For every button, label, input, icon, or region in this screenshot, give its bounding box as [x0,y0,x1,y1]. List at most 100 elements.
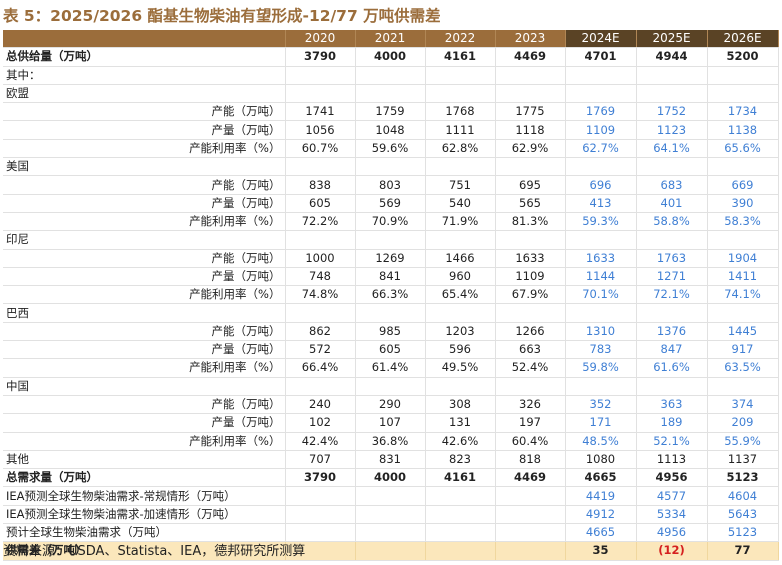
table-cell: 1734 [707,102,779,122]
table-cell: 803 [355,175,426,195]
table-cell: 1123 [636,120,708,140]
table-cell [425,523,496,543]
table-cell: 669 [707,175,779,195]
table-cell: 352 [565,395,637,415]
row-label: 产能利用率（%） [3,285,286,305]
table-cell [355,523,426,543]
table-cell [425,157,496,177]
table-title: 表 5：2025/2026 酯基生物柴油有望形成-12/77 万吨供需差 [3,7,441,25]
table-cell [707,84,779,104]
table-cell: 1138 [707,120,779,140]
row-label: 产能（万吨） [3,175,286,195]
table-cell [285,84,356,104]
row-label: 中国 [3,377,286,396]
table-cell: 783 [565,340,637,360]
table-row: 欧盟 [3,84,779,104]
row-label: 产量（万吨） [3,120,286,140]
table-cell: 62.9% [495,139,566,159]
table-cell: 401 [636,194,708,213]
table-cell: 917 [707,340,779,360]
table-cell [636,84,708,104]
source-note: 资料来源：USDA、Statista、IEA，德邦研究所测算 [3,544,306,559]
row-label: 产能利用率（%） [3,358,286,378]
table-cell [565,157,637,177]
table-cell: 569 [355,194,426,213]
table-cell: 1904 [707,249,779,268]
table-cell: 841 [355,267,426,287]
table-cell: 81.3% [495,212,566,232]
table-cell: 52.4% [495,358,566,378]
table-cell: 52.1% [636,432,708,451]
table-cell: 1310 [565,322,637,342]
table-row: 产能利用率（%） 72.2% 70.9% 71.9% 81.3% 59.3% 58.8% 58… [3,212,779,232]
table-cell: 413 [565,194,637,213]
row-label: 产量（万吨） [3,413,286,433]
table-cell: 605 [285,194,356,213]
table-cell: 71.9% [425,212,496,232]
table-cell: 831 [355,450,426,470]
table-cell: 67.9% [495,285,566,305]
table-cell [495,523,566,543]
table-cell: 4665 [565,468,637,488]
table-cell [707,157,779,177]
table-cell: 77 [707,541,779,561]
table-cell [636,303,708,323]
table-cell: 683 [636,175,708,195]
table-cell: 61.4% [355,358,426,378]
table-row: 产能利用率（%） 66.4% 61.4% 49.5% 52.4% 59.8% 61.6% 63… [3,358,779,378]
table-cell: 65.4% [425,285,496,305]
table-cell [285,377,356,396]
table-cell: 4912 [565,505,637,525]
table-cell [495,157,566,177]
row-label: 产能利用率（%） [3,139,286,159]
header-year: 2022 [425,30,496,49]
table-cell: 663 [495,340,566,360]
table-cell: 4161 [425,47,496,67]
header-year-forecast: 2024E [565,30,637,49]
table-cell: 62.8% [425,139,496,159]
table-cell: 4469 [495,468,566,488]
table-cell [707,377,779,396]
table-cell: 1080 [565,450,637,470]
table-cell: 1111 [425,120,496,140]
table-cell [636,157,708,177]
table-row: 产能（万吨） 1741 1759 1768 1775 1769 1752 1734 [3,102,779,122]
table-cell: 847 [636,340,708,360]
table-cell: 1376 [636,322,708,342]
row-label: 预计全球生物柴油需求（万吨） [3,523,286,543]
table-cell [355,541,426,561]
row-label: 巴西 [3,303,286,323]
table-cell: 363 [636,395,708,415]
table-cell [495,84,566,104]
table-cell: 1752 [636,102,708,122]
row-label: 产能（万吨） [3,395,286,415]
table-cell: 1633 [495,249,566,268]
row-label: 产能（万吨） [3,322,286,342]
table-cell [285,505,356,525]
table-cell [355,303,426,323]
table-row: 产能（万吨） 1000 1269 1466 1633 1633 1763 1904 [3,249,779,268]
table-cell [565,66,637,85]
table-cell [425,303,496,323]
table-cell: 59.8% [565,358,637,378]
table-cell: 1741 [285,102,356,122]
table-cell: 42.6% [425,432,496,451]
table-cell: 1109 [495,267,566,287]
table-cell: 1775 [495,102,566,122]
table-cell [565,377,637,396]
table-cell: 49.5% [425,358,496,378]
table-cell [425,66,496,85]
table-row: 美国 [3,157,779,177]
table-cell: 1763 [636,249,708,268]
table-cell [495,230,566,250]
table-cell: 605 [355,340,426,360]
table-cell [285,541,356,561]
table-row: 其中： [3,66,779,85]
table-cell: 540 [425,194,496,213]
table-cell: 74.8% [285,285,356,305]
row-label: 供需差（万吨） [3,541,286,561]
table-row: IEA预测全球生物柴油需求-加速情形（万吨） 4912 5334 5643 [3,505,779,525]
table-cell: 4577 [636,486,708,506]
table-cell: 696 [565,175,637,195]
table-cell: 290 [355,395,426,415]
